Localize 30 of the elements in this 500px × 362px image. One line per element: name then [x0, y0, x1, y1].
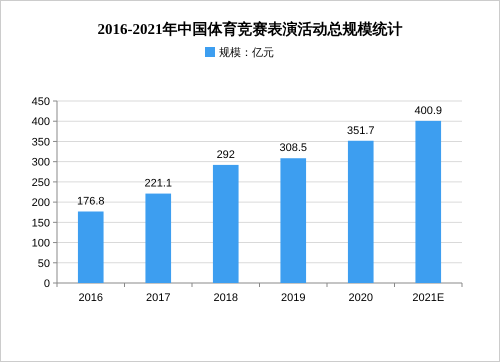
data-label: 176.8 [76, 195, 105, 208]
y-tick-label: 100 [32, 238, 50, 250]
y-tick-label: 250 [32, 176, 50, 189]
x-tick-label: 2016 [78, 292, 103, 304]
y-tick-label: 350 [32, 136, 50, 148]
data-label: 221.1 [144, 178, 172, 190]
data-label: 292 [216, 148, 235, 161]
legend-label: 规模：亿元 [219, 47, 274, 59]
y-tick-label: 50 [38, 258, 50, 270]
y-tick-label: 150 [32, 217, 50, 230]
data-label: 308.5 [279, 142, 308, 154]
data-label: 351.7 [346, 124, 375, 137]
chart-title: 2016-2021年中国体育竞赛表演活动总规模统计 [98, 20, 402, 38]
x-tick-label: 2018 [214, 292, 238, 304]
y-tick-label: 200 [32, 197, 50, 210]
data-label: 400.9 [414, 104, 442, 117]
y-tick-label: 0 [44, 278, 50, 290]
bar [145, 194, 172, 283]
bar [212, 164, 239, 283]
bar [280, 158, 306, 283]
bar [348, 140, 374, 283]
bar [415, 120, 442, 283]
y-tick-label: 400 [32, 116, 50, 128]
x-tick-label: 2021E [412, 292, 444, 304]
x-tick-label: 2019 [281, 292, 306, 304]
y-tick-label: 450 [32, 96, 50, 108]
y-tick-label: 300 [32, 156, 50, 169]
bar [78, 211, 104, 283]
x-tick-label: 2020 [348, 292, 373, 304]
x-tick-label: 2017 [146, 292, 170, 304]
